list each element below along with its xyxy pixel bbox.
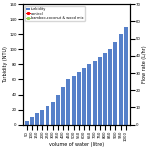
Bar [35, 113, 39, 125]
Bar [45, 106, 50, 125]
Bar [51, 102, 55, 125]
Bar [114, 42, 117, 125]
Bar [82, 68, 86, 125]
Bar [25, 121, 28, 125]
Bar [66, 80, 70, 125]
Bar [77, 72, 81, 125]
Y-axis label: Turbidity (NTU): Turbidity (NTU) [3, 46, 8, 83]
Bar [124, 27, 128, 125]
Bar [56, 94, 60, 125]
X-axis label: volume of water (litre): volume of water (litre) [49, 142, 104, 147]
Bar [108, 49, 112, 125]
Bar [30, 117, 34, 125]
Legend: turbidity, control, bamboo,coconut & wood mix: turbidity, control, bamboo,coconut & woo… [25, 6, 85, 21]
Bar [119, 34, 123, 125]
Bar [72, 76, 76, 125]
Bar [87, 64, 91, 125]
Bar [61, 87, 65, 125]
Bar [103, 53, 107, 125]
Y-axis label: Flow rate (L/hr): Flow rate (L/hr) [142, 46, 147, 83]
Bar [40, 110, 44, 125]
Bar [93, 61, 97, 125]
Bar [98, 57, 102, 125]
